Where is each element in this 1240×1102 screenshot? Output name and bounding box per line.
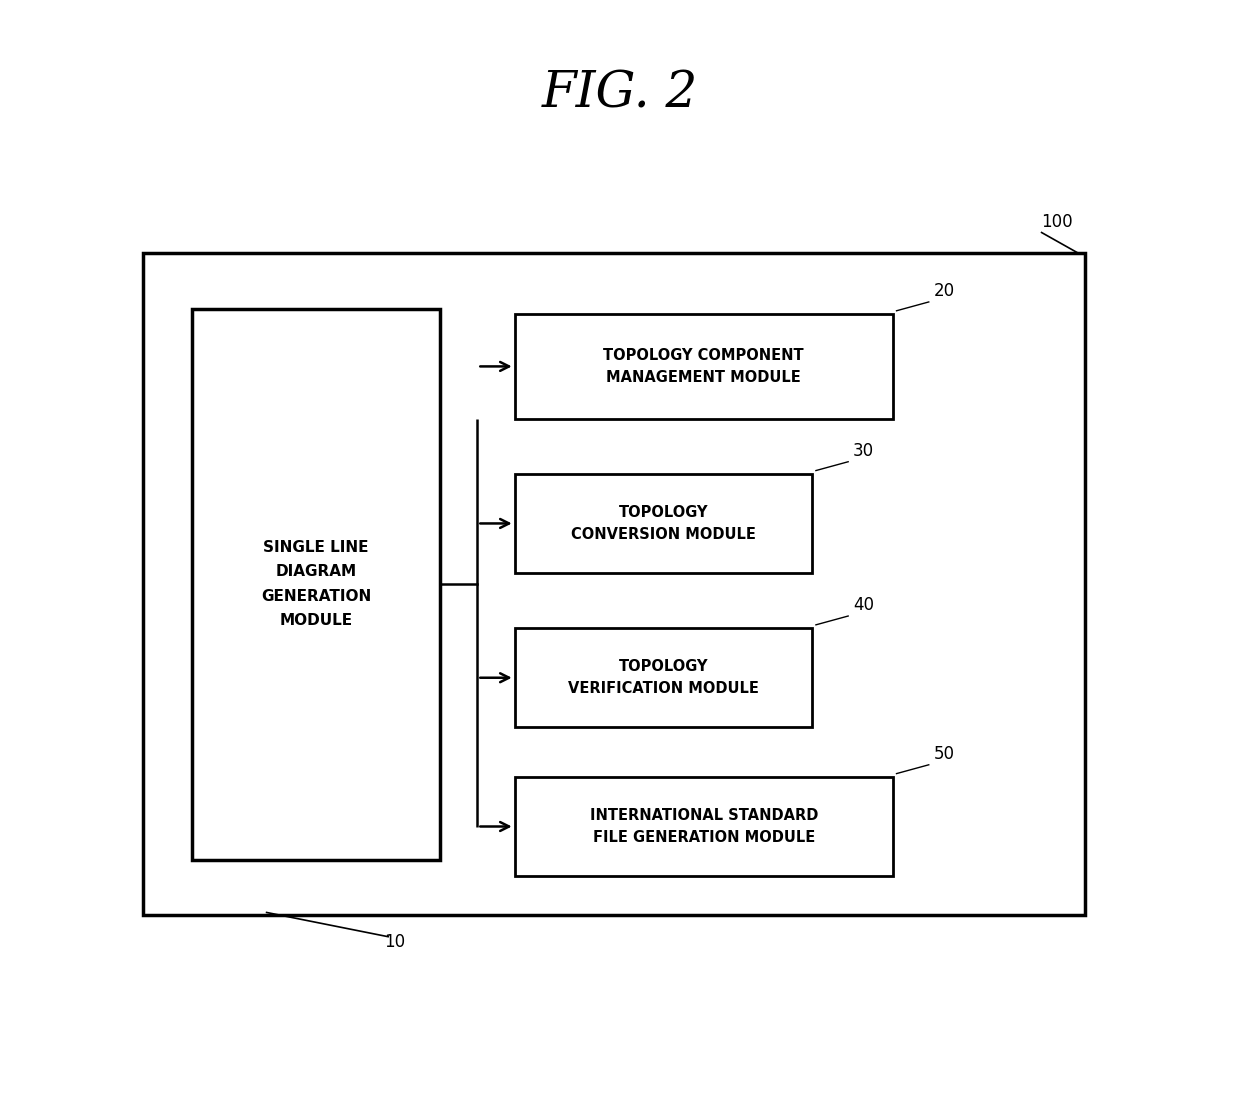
Text: TOPOLOGY
VERIFICATION MODULE: TOPOLOGY VERIFICATION MODULE (568, 659, 759, 696)
Text: 50: 50 (934, 745, 955, 763)
Text: 30: 30 (853, 442, 874, 460)
Text: INTERNATIONAL STANDARD
FILE GENERATION MODULE: INTERNATIONAL STANDARD FILE GENERATION M… (589, 808, 818, 845)
Bar (143, 253, 1085, 915)
Bar (515, 628, 812, 727)
Text: FIG. 2: FIG. 2 (542, 69, 698, 118)
Text: TOPOLOGY COMPONENT
MANAGEMENT MODULE: TOPOLOGY COMPONENT MANAGEMENT MODULE (604, 348, 804, 385)
Bar (192, 309, 440, 860)
Bar (515, 777, 893, 876)
Bar (515, 314, 893, 419)
Text: 20: 20 (934, 282, 955, 300)
Text: TOPOLOGY
CONVERSION MODULE: TOPOLOGY CONVERSION MODULE (570, 505, 756, 542)
Bar (515, 474, 812, 573)
Text: SINGLE LINE
DIAGRAM
GENERATION
MODULE: SINGLE LINE DIAGRAM GENERATION MODULE (262, 540, 371, 628)
Text: 100: 100 (1042, 214, 1074, 231)
Text: 10: 10 (384, 933, 405, 951)
Text: 40: 40 (853, 596, 874, 614)
